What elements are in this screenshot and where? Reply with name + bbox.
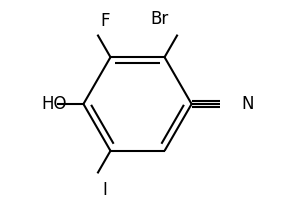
Text: HO: HO bbox=[41, 95, 67, 113]
Text: N: N bbox=[242, 95, 254, 113]
Text: Br: Br bbox=[150, 10, 169, 28]
Text: F: F bbox=[100, 12, 110, 30]
Text: I: I bbox=[103, 181, 108, 199]
